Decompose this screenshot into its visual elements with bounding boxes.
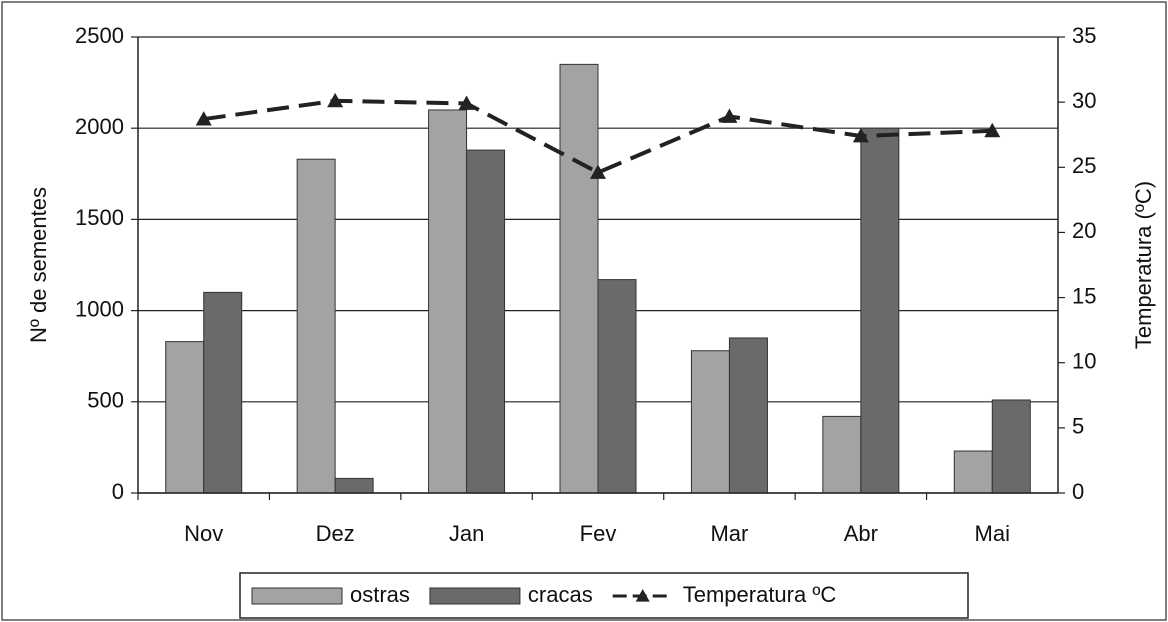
bar <box>822 415 862 494</box>
bar <box>597 279 637 494</box>
y2-tick-label: 30 <box>1072 88 1096 113</box>
temperature-marker <box>721 108 738 123</box>
legend-marker <box>635 589 650 602</box>
bar <box>690 350 730 494</box>
bar <box>296 158 336 494</box>
y-axis-title: Nº de sementes <box>26 187 51 343</box>
x-tick-label: Dez <box>316 521 355 546</box>
bar <box>165 341 205 494</box>
y2-tick-label: 35 <box>1072 23 1096 48</box>
y2-tick-label: 20 <box>1072 218 1096 243</box>
y-tick-label: 1500 <box>75 205 124 230</box>
y2-tick-label: 10 <box>1072 349 1096 374</box>
temperature-marker <box>458 95 475 110</box>
bar <box>860 127 900 494</box>
x-tick-label: Abr <box>844 521 878 546</box>
temperature-marker <box>195 111 212 126</box>
legend-swatch <box>429 587 521 605</box>
legend-label: ostras <box>350 582 410 607</box>
y2-axis-title: Temperatura (ºC) <box>1131 181 1156 349</box>
x-tick-label: Mar <box>710 521 748 546</box>
bar <box>428 109 468 494</box>
temperature-marker <box>590 164 606 179</box>
bar <box>953 450 993 494</box>
legend-box <box>239 572 969 619</box>
bar <box>728 337 768 494</box>
bar <box>466 149 506 494</box>
y-tick-label: 1000 <box>75 296 124 321</box>
legend-swatch <box>251 587 343 605</box>
y2-tick-label: 25 <box>1072 153 1096 178</box>
bar <box>334 477 374 494</box>
temperature-marker <box>852 128 869 143</box>
x-tick-label: Fev <box>580 521 617 546</box>
y2-tick-label: 15 <box>1072 283 1096 308</box>
y-tick-label: 500 <box>87 388 124 413</box>
temperature-marker <box>327 92 344 108</box>
y-tick-label: 2000 <box>75 114 124 139</box>
y-tick-label: 0 <box>112 479 124 504</box>
x-tick-label: Nov <box>184 521 223 546</box>
y-tick-label: 2500 <box>75 23 124 48</box>
temperature-marker <box>984 122 1001 138</box>
bar <box>203 291 243 494</box>
legend-label: cracas <box>528 582 593 607</box>
y2-tick-label: 0 <box>1072 479 1084 504</box>
bar <box>559 63 599 494</box>
y2-tick-label: 5 <box>1072 414 1084 439</box>
x-tick-label: Mai <box>975 521 1010 546</box>
x-tick-label: Jan <box>449 521 484 546</box>
legend-label: Temperatura ºC <box>683 582 837 607</box>
bar <box>991 399 1031 494</box>
